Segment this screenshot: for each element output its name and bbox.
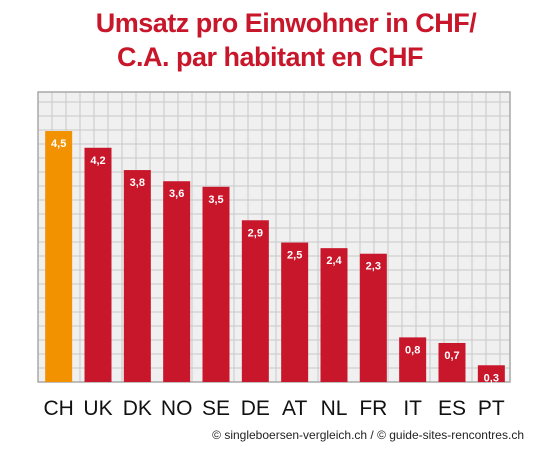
- x-tick-label-pt: PT: [478, 397, 505, 420]
- bar-it: [399, 337, 427, 382]
- data-label-ch: 4,5: [51, 138, 66, 150]
- data-label-de: 2,9: [248, 227, 263, 239]
- bar-uk: [84, 147, 112, 382]
- data-label-uk: 4,2: [90, 155, 105, 167]
- data-label-it: 0,8: [405, 344, 420, 356]
- bar-ch: [45, 131, 73, 382]
- bar-at: [281, 242, 309, 382]
- x-tick-label-nl: NL: [321, 397, 348, 420]
- chart-title-line2: C.A. par habitant en CHF: [116, 42, 424, 72]
- data-label-se: 3,5: [208, 194, 223, 206]
- bar-es: [438, 342, 466, 382]
- bar-pt: [477, 365, 505, 382]
- data-label-no: 3,6: [169, 188, 184, 200]
- x-tick-label-de: DE: [241, 397, 270, 420]
- x-tick-label-fr: FR: [359, 397, 387, 420]
- data-label-pt: 0,3: [484, 372, 499, 384]
- x-tick-label-at: AT: [282, 397, 307, 420]
- x-tick-label-no: NO: [161, 397, 193, 420]
- data-label-at: 2,5: [287, 250, 302, 262]
- x-tick-label-it: IT: [403, 397, 422, 420]
- bar-nl: [320, 248, 348, 382]
- data-label-fr: 2,3: [366, 261, 381, 273]
- plot-frame: [37, 91, 511, 383]
- bar-no: [163, 181, 191, 382]
- bar-se: [202, 186, 230, 382]
- copyright-credit: © singleboersen-vergleich.ch / © guide-s…: [212, 428, 524, 442]
- data-label-es: 0,7: [444, 350, 459, 362]
- bar-dk: [123, 170, 151, 382]
- x-tick-label-es: ES: [438, 397, 466, 420]
- data-label-dk: 3,8: [130, 177, 145, 189]
- x-tick-label-dk: DK: [123, 397, 152, 420]
- bar-de: [241, 220, 269, 382]
- data-label-nl: 2,4: [326, 255, 342, 267]
- bar-fr: [359, 253, 387, 382]
- plot-background: [38, 92, 510, 382]
- chart-title-line1: Umsatz pro Einwohner in CHF/: [95, 8, 477, 38]
- x-tick-label-ch: CH: [43, 397, 73, 420]
- x-tick-label-uk: UK: [83, 397, 112, 420]
- x-tick-label-se: SE: [202, 397, 230, 420]
